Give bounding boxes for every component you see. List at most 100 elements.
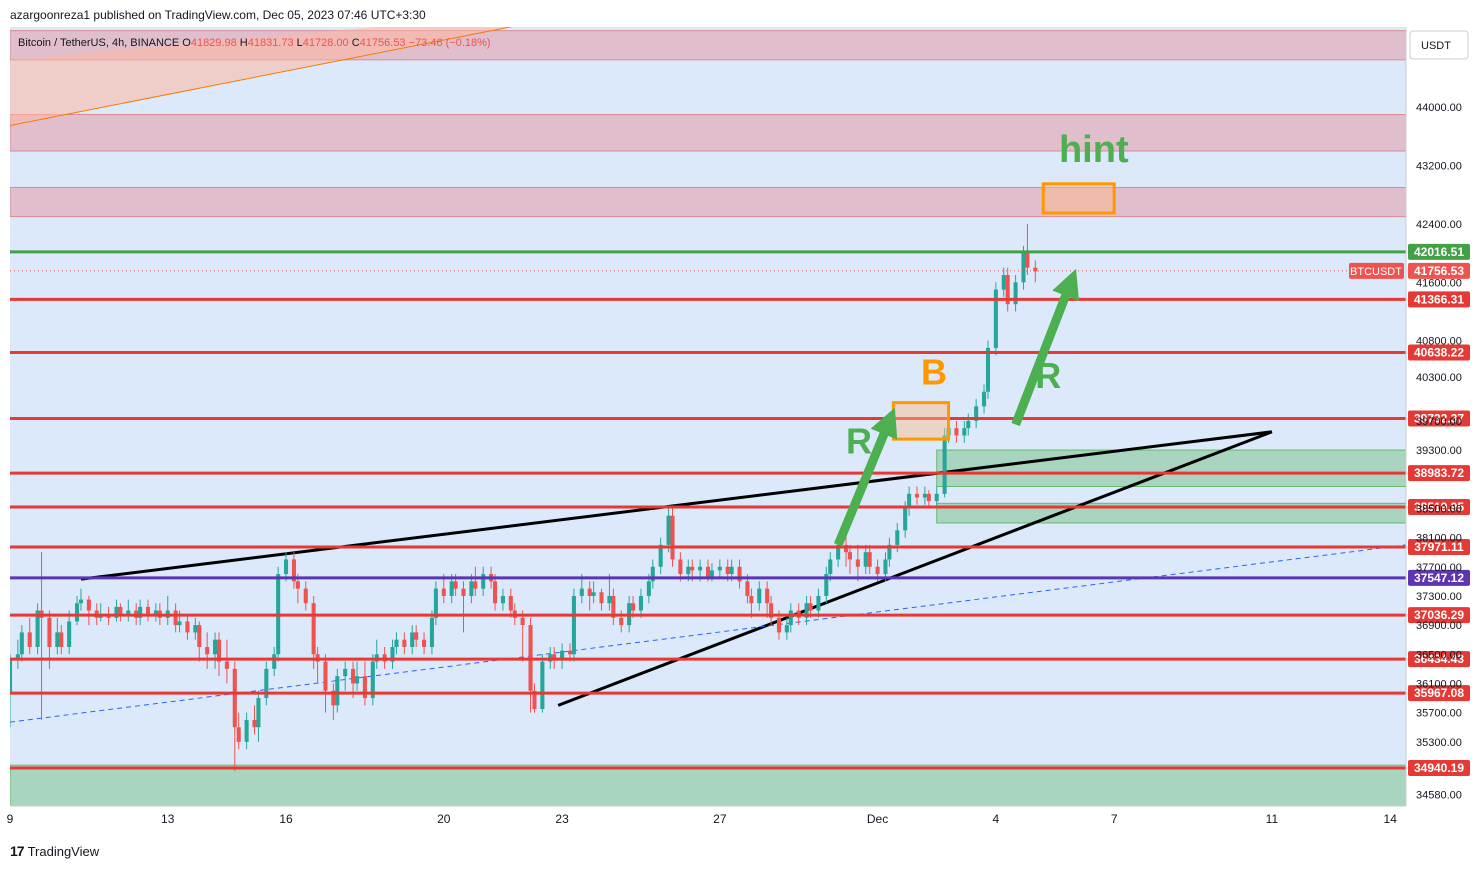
candle-149	[985, 340, 991, 399]
candle-7	[55, 617, 60, 655]
candle-body	[75, 603, 80, 622]
candle-body	[291, 559, 296, 582]
ticker-tag	[1349, 262, 1404, 279]
candle-60	[402, 632, 407, 655]
candle-61	[410, 625, 415, 655]
candle-body	[481, 574, 486, 589]
candle-45	[303, 581, 308, 611]
candle-30	[205, 632, 210, 669]
candle-body	[461, 588, 466, 596]
candle-63	[422, 632, 427, 655]
candle-body	[453, 581, 458, 589]
candle-body	[709, 570, 714, 578]
candle-36	[244, 712, 249, 750]
candle-body	[256, 698, 261, 728]
candle-144	[954, 420, 959, 443]
candle-body	[414, 632, 419, 640]
candle-113	[749, 588, 754, 618]
candle-body	[725, 566, 730, 575]
candle-body	[907, 493, 912, 509]
x-tick-label-7: 4	[993, 812, 1000, 826]
y-tick-label-7: 37700.00	[1416, 562, 1462, 574]
legend-part-4: 41831.73	[248, 37, 297, 49]
candle-153	[1013, 274, 1018, 312]
brand-text: TradingView	[27, 843, 100, 859]
candle-20	[138, 599, 143, 626]
candle-body	[658, 544, 663, 567]
y-tick-label-4: 36500.00	[1416, 649, 1462, 661]
y-tick-label-8: 38100.00	[1416, 533, 1462, 545]
published-line: azargoonreza1 published on TradingView.c…	[10, 8, 426, 22]
candle-body	[591, 592, 596, 596]
candle-25	[173, 603, 178, 633]
candle-body	[611, 595, 616, 618]
candle-body	[35, 610, 40, 647]
candle-body	[788, 610, 793, 626]
candle-39	[264, 661, 269, 706]
candle-body	[272, 654, 277, 669]
x-tick-label-1: 13	[161, 812, 175, 826]
current-price-label: 41756.53	[1414, 264, 1464, 278]
candle-129	[855, 544, 860, 582]
legend-part-7: C	[352, 37, 360, 49]
annotation-r-3: R	[1035, 355, 1061, 396]
price-level-label-3: 39732.37	[1414, 412, 1464, 426]
candle-101	[670, 508, 675, 567]
candle-59	[394, 632, 399, 655]
candle-body	[469, 581, 474, 596]
candle-body	[422, 639, 427, 647]
ticker-label: BTCUSDT	[1350, 266, 1402, 278]
candle-28	[193, 617, 198, 640]
candle-body	[599, 592, 604, 604]
candle-134	[887, 537, 892, 567]
candle-34	[232, 661, 237, 771]
candle-116	[769, 595, 774, 626]
tradingview-logo-icon: 17	[10, 843, 25, 859]
zone-green-3	[936, 449, 1406, 488]
candle-64	[429, 610, 434, 655]
candle-75	[500, 588, 505, 611]
candle-131	[867, 544, 872, 575]
candle-body	[954, 428, 959, 436]
price-level-label-11: 34940.19	[1414, 761, 1464, 775]
candle-71	[473, 566, 478, 596]
candle-body	[1005, 274, 1010, 305]
candle-body	[67, 621, 72, 647]
candle-body	[193, 625, 198, 633]
candle-body	[114, 606, 119, 618]
candle-body	[303, 588, 308, 604]
y-tick-label-9: 38500.00	[1416, 503, 1462, 515]
x-tick-label-5: 27	[713, 812, 727, 826]
candle-body	[224, 661, 229, 669]
candle-86	[571, 588, 576, 662]
candle-body	[962, 428, 967, 436]
candle-body	[847, 552, 853, 560]
candle-body	[1025, 253, 1030, 268]
candle-body	[508, 595, 513, 611]
candle-body	[631, 603, 636, 611]
candle-98	[650, 559, 655, 589]
candle-body	[197, 625, 202, 647]
candle-body	[808, 603, 813, 611]
zone-red-1	[10, 114, 1406, 152]
candle-body	[205, 646, 210, 655]
candle-body	[579, 588, 584, 596]
candle-37	[252, 705, 257, 735]
candle-body	[331, 690, 336, 706]
candle-body	[678, 559, 683, 575]
candle-body	[926, 493, 931, 502]
candle-body	[765, 588, 770, 604]
price-level-label-8: 37036.29	[1414, 608, 1464, 622]
candle-body	[520, 617, 525, 626]
current-price-tag	[1408, 262, 1470, 279]
price-level-tag-8	[1408, 607, 1470, 624]
candle-body	[776, 617, 782, 633]
x-tick-label-4: 23	[555, 812, 569, 826]
candle-body	[429, 617, 434, 647]
candle-10	[75, 595, 80, 626]
candle-body	[922, 493, 927, 498]
candle-body	[19, 632, 24, 655]
candle-body	[236, 727, 241, 742]
candle-body	[942, 435, 947, 494]
